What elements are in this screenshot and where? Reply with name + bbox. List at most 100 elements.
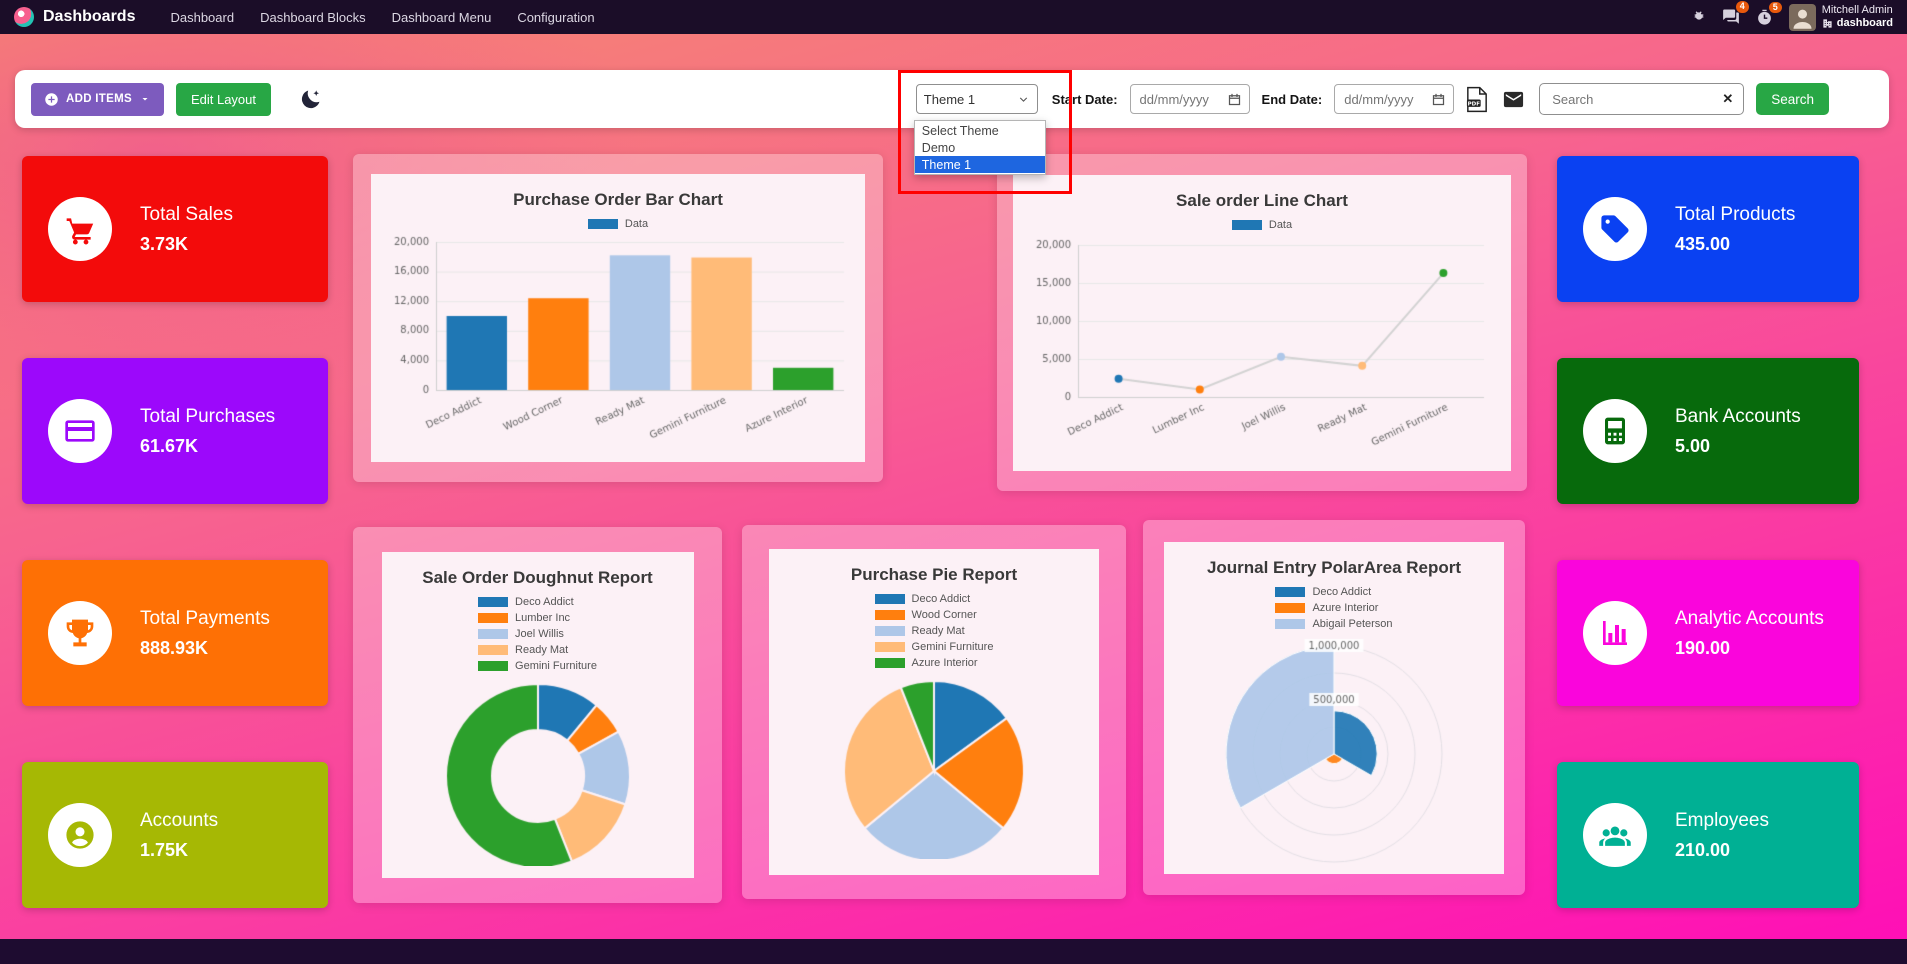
end-date-field[interactable] <box>1342 90 1427 108</box>
legend-label: Deco Addict <box>515 596 574 608</box>
chevron-down-icon <box>1017 93 1030 106</box>
theme-option-demo[interactable]: Demo <box>921 140 956 155</box>
chart-legend: Data <box>1231 219 1292 231</box>
chart-title: Sale Order Doughnut Report <box>422 568 653 587</box>
kpi-value: 435.00 <box>1675 233 1731 254</box>
legend-item[interactable]: Abigail Peterson <box>1275 617 1393 630</box>
line-chart-canvas[interactable] <box>1020 236 1504 451</box>
user-name: Mitchell Admin <box>1821 4 1893 17</box>
legend-label: Wood Corner <box>911 609 977 621</box>
legend-item[interactable]: Deco Addict <box>478 596 574 608</box>
theme-select-wrapper: Theme 1 Select Theme Demo Theme 1 <box>897 70 1072 194</box>
search-input[interactable]: ✕ <box>1539 83 1745 115</box>
bar-chart-canvas[interactable] <box>378 236 858 444</box>
legend-swatch <box>874 594 905 604</box>
legend-swatch <box>1275 586 1306 597</box>
kpi-tile-bank-accounts[interactable]: Bank Accounts 5.00 <box>1557 358 1859 504</box>
legend-item[interactable]: Joel Willis <box>478 628 564 640</box>
kpi-tile-total-products[interactable]: Total Products 435.00 <box>1557 156 1859 302</box>
end-date-input[interactable] <box>1334 84 1455 114</box>
legend-swatch <box>478 645 509 655</box>
dark-mode-toggle[interactable] <box>299 87 323 111</box>
kpi-tile-accounts[interactable]: Accounts 1.75K <box>22 762 328 908</box>
theme-select[interactable]: Theme 1 <box>915 84 1038 114</box>
moon-icon <box>301 90 320 109</box>
start-date-input[interactable] <box>1129 84 1250 114</box>
legend-swatch <box>874 658 905 668</box>
legend-swatch <box>587 219 618 229</box>
legend-item[interactable]: Ready Mat <box>874 625 965 637</box>
legend-item[interactable]: Gemini Furniture <box>874 641 993 653</box>
theme-dropdown-menu: Select Theme Demo Theme 1 <box>913 120 1046 175</box>
journal-entry-polararea-card: Journal Entry PolarArea Report Deco Addi… <box>1143 520 1525 895</box>
calendar-icon[interactable] <box>1431 92 1446 107</box>
nav-item-dashboard[interactable]: Dashboard <box>170 9 235 25</box>
chart-legend: Deco Addict Azure Interior Abigail Peterso… <box>1275 586 1393 630</box>
legend-label: Azure Interior <box>911 657 978 669</box>
pie-chart-canvas[interactable] <box>834 675 1034 859</box>
calculator-icon <box>1583 399 1647 463</box>
theme-option-theme-1[interactable]: Theme 1 <box>914 156 1045 173</box>
kpi-tile-total-sales[interactable]: Total Sales 3.73K <box>22 156 328 302</box>
messages-icon[interactable]: 4 <box>1722 1 1749 26</box>
legend-item[interactable]: Azure Interior <box>874 657 978 669</box>
pdf-export-icon[interactable]: PDF <box>1466 86 1488 113</box>
credit-card-icon <box>48 399 112 463</box>
app-title[interactable]: Dashboards <box>43 8 136 25</box>
activities-icon[interactable]: 5 <box>1756 1 1782 26</box>
legend-swatch <box>874 642 905 652</box>
legend-item[interactable]: Data <box>587 218 649 230</box>
legend-label: Data <box>624 218 649 230</box>
edit-layout-button[interactable]: Edit Layout <box>175 82 271 116</box>
add-items-label: ADD ITEMS <box>66 93 132 105</box>
nav-item-dashboard-menu[interactable]: Dashboard Menu <box>391 9 492 25</box>
legend-swatch <box>1231 219 1262 230</box>
nav-item-configuration[interactable]: Configuration <box>517 9 595 25</box>
app-logo[interactable] <box>14 7 34 27</box>
search-field[interactable] <box>1550 90 1705 108</box>
kpi-tile-analytic-accounts[interactable]: Analytic Accounts 190.00 <box>1557 560 1859 706</box>
legend-item[interactable]: Gemini Furniture <box>478 660 597 672</box>
bar-chart-icon <box>1583 601 1647 665</box>
legend-item[interactable]: Ready Mat <box>478 644 568 656</box>
purchase-order-bar-chart-card: Purchase Order Bar Chart Data <box>353 154 883 482</box>
user-menu[interactable]: Mitchell Admin dashboard <box>1788 3 1893 31</box>
kpi-value: 61.67K <box>140 435 199 456</box>
doughnut-chart-canvas[interactable] <box>437 678 638 866</box>
mail-icon[interactable] <box>1500 88 1527 111</box>
kpi-tile-employees[interactable]: Employees 210.00 <box>1557 762 1859 908</box>
nav-item-dashboard-blocks[interactable]: Dashboard Blocks <box>260 9 366 25</box>
company-name: dashboard <box>1836 17 1893 29</box>
legend-label: Deco Addict <box>1312 585 1372 598</box>
start-date-field[interactable] <box>1137 90 1222 108</box>
clear-search-icon[interactable]: ✕ <box>1722 91 1734 106</box>
chart-legend: Deco Addict Lumber Inc Joel Willis Ready Ma… <box>478 596 597 672</box>
legend-label: Ready Mat <box>911 625 965 637</box>
kpi-column-right: Total Products 435.00 Bank Accounts 5.00… <box>1557 156 1859 908</box>
calendar-icon[interactable] <box>1227 92 1242 107</box>
legend-item[interactable]: Lumber Inc <box>478 612 570 624</box>
kpi-value: 888.93K <box>140 637 209 658</box>
search-button[interactable]: Search <box>1756 83 1829 115</box>
theme-option-select-theme[interactable]: Select Theme <box>921 123 999 138</box>
legend-swatch <box>874 626 905 636</box>
activities-badge: 5 <box>1768 1 1782 14</box>
legend-item[interactable]: Wood Corner <box>874 609 977 621</box>
polararea-chart-canvas[interactable] <box>1209 635 1459 864</box>
kpi-tile-total-purchases[interactable]: Total Purchases 61.67K <box>22 358 328 504</box>
legend-label: Deco Addict <box>911 593 971 605</box>
bottom-bar <box>0 939 1907 964</box>
caret-down-icon <box>139 93 151 105</box>
legend-item[interactable]: Deco Addict <box>874 593 971 605</box>
kpi-title: Total Payments <box>140 608 270 630</box>
legend-item[interactable]: Deco Addict <box>1275 586 1371 598</box>
kpi-tile-total-payments[interactable]: Total Payments 888.93K <box>22 560 328 706</box>
legend-item[interactable]: Data <box>1231 219 1292 231</box>
legend-label: Lumber Inc <box>515 612 571 624</box>
add-items-button[interactable]: ADD ITEMS <box>31 82 164 116</box>
bug-icon[interactable] <box>1690 9 1706 25</box>
legend-label: Abigail Peterson <box>1312 617 1393 630</box>
legend-swatch <box>1275 618 1306 629</box>
legend-item[interactable]: Azure Interior <box>1275 602 1378 614</box>
